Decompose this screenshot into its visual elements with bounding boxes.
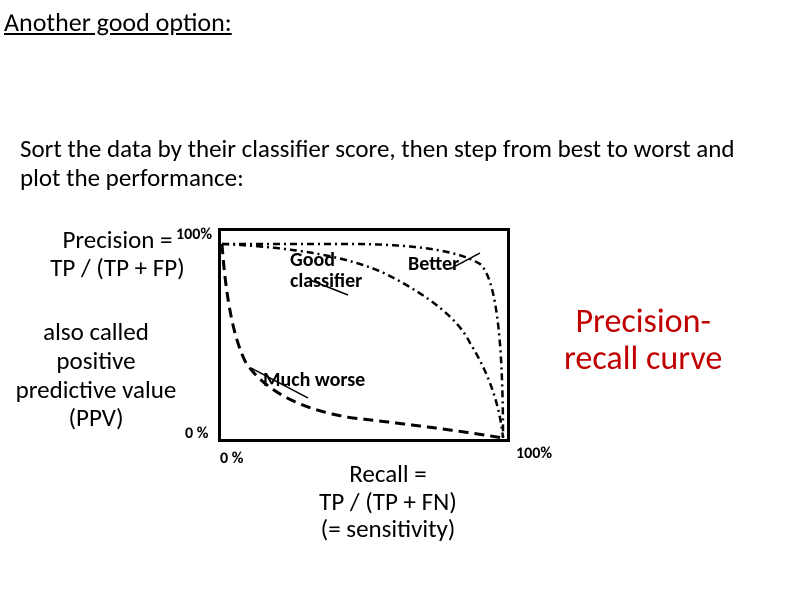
y-axis-label-line2: TP / (TP + FP) xyxy=(50,252,184,283)
y-sub-1: also called xyxy=(43,316,149,347)
y-axis-sublabel: also called positive predictive value (P… xyxy=(6,318,186,433)
x-tick-min: 0 % xyxy=(220,449,243,468)
x-label-2: TP / (TP + FN) xyxy=(319,486,457,517)
label-better: Better xyxy=(408,252,459,276)
pr-curve-chart xyxy=(218,228,510,442)
curve-worse xyxy=(222,244,503,438)
slide-title: Another good option: xyxy=(4,6,232,38)
curve-good xyxy=(222,244,503,438)
x-label-1: Recall = xyxy=(349,458,427,489)
callout-2: recall curve xyxy=(564,338,722,379)
curve-better xyxy=(222,244,503,438)
y-sub-3: predictive value xyxy=(16,374,177,405)
y-sub-4: (PPV) xyxy=(68,402,123,433)
label-much-worse: Much worse xyxy=(263,368,365,392)
y-tick-max: 100% xyxy=(176,225,212,244)
y-tick-min: 0 % xyxy=(185,424,208,443)
y-axis-label-line1: Precision = xyxy=(63,224,173,255)
y-sub-2: positive xyxy=(56,345,135,376)
slide-subtitle: Sort the data by their classifier score,… xyxy=(20,135,764,193)
callout-title: Precision- recall curve xyxy=(564,304,722,377)
x-label-3: (= sensitivity) xyxy=(321,513,456,544)
x-tick-max: 100% xyxy=(516,444,552,463)
label-good-classifier: Good classifier xyxy=(290,250,362,292)
label-good-text: Good classifier xyxy=(290,248,362,293)
x-axis-label: Recall = TP / (TP + FN) (= sensitivity) xyxy=(268,460,508,543)
callout-1: Precision- xyxy=(575,301,710,342)
